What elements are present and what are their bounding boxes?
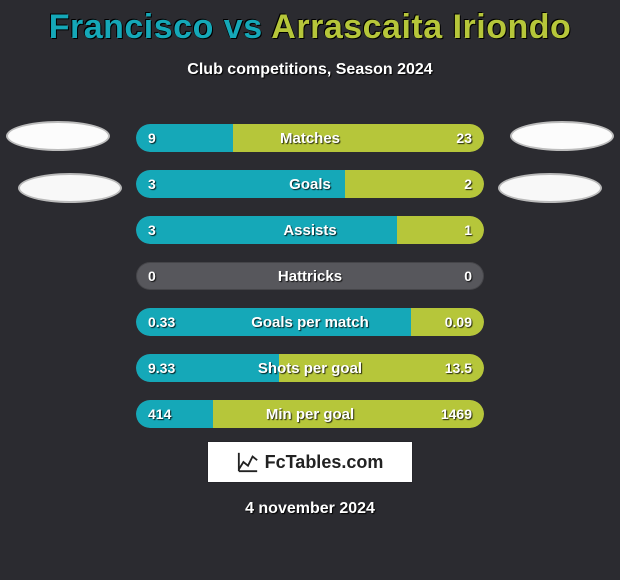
team-crest-left-secondary: [18, 173, 122, 203]
stat-bar-left: [136, 354, 279, 382]
stat-row: 32Goals: [136, 170, 484, 198]
stat-row: 0.330.09Goals per match: [136, 308, 484, 336]
stat-row: 0 0Hattricks: [136, 262, 484, 290]
stat-row: 4141469Min per goal: [136, 400, 484, 428]
stat-row: 31Assists: [136, 216, 484, 244]
stat-bar-left: [136, 170, 345, 198]
stat-value-right: 0: [464, 262, 472, 290]
stat-row: 9.3313.5Shots per goal: [136, 354, 484, 382]
stat-value-left: 0: [148, 262, 156, 290]
stat-bar-right: [213, 400, 484, 428]
stat-row: 923Matches: [136, 124, 484, 152]
stat-bar-left: [136, 124, 233, 152]
stat-bar-left: [136, 308, 411, 336]
vs-separator: vs: [214, 8, 271, 46]
stat-bar-left: [136, 400, 213, 428]
branding-text: FcTables.com: [265, 452, 384, 473]
stat-bar-left: [136, 216, 397, 244]
team-crest-right-primary: [510, 121, 614, 151]
stats-bars: 923Matches 32Goals 31Assists 0 0Hattricks 0.3…: [136, 124, 484, 446]
player-right-name: Arrascaita Iriondo: [271, 8, 571, 46]
subtitle: Club competitions, Season 2024: [0, 61, 620, 79]
team-crest-right-secondary: [498, 173, 602, 203]
team-crest-left-primary: [6, 121, 110, 151]
stat-label: Hattricks: [136, 262, 484, 290]
comparison-title: Francisco vs Arrascaita Iriondo: [0, 0, 620, 47]
stat-bar-right: [279, 354, 484, 382]
date-text: 4 november 2024: [0, 500, 620, 518]
branding-plate: FcTables.com: [208, 442, 412, 482]
stat-bar-right: [397, 216, 484, 244]
chart-icon: [237, 451, 259, 473]
player-left-name: Francisco: [49, 8, 214, 46]
stat-bar-right: [233, 124, 484, 152]
stat-bar-right: [345, 170, 484, 198]
stat-bar-right: [411, 308, 484, 336]
